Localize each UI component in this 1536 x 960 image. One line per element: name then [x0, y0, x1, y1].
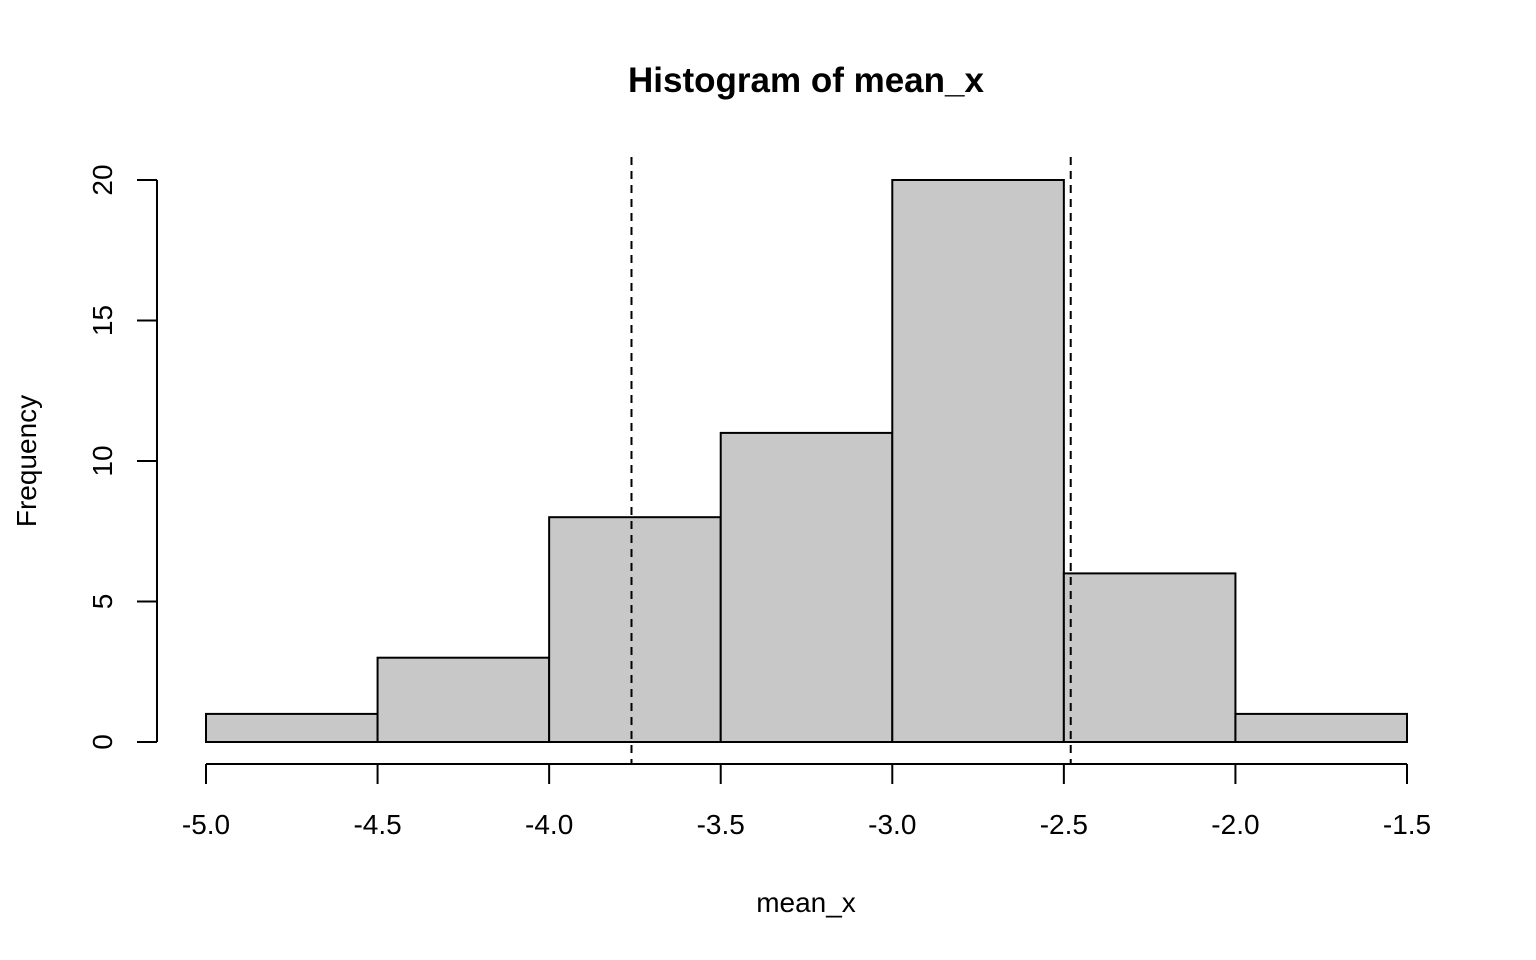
histogram-bar-2 — [548, 516, 722, 744]
y-axis: 0 5 10 15 20 — [87, 164, 158, 750]
x-tick-label-6: -2.0 — [1211, 809, 1259, 840]
x-axis-label: mean_x — [756, 887, 856, 918]
y-tick-label-3: 15 — [87, 305, 118, 336]
x-tick-label-0: -5.0 — [182, 809, 230, 840]
x-tick-label-4: -3.0 — [868, 809, 916, 840]
histogram-bar-1 — [376, 656, 551, 744]
y-tick-label-0: 0 — [87, 734, 118, 750]
histogram-bar-4 — [891, 179, 1065, 743]
y-tick-label-2: 10 — [87, 445, 118, 476]
histogram-bar-6 — [1234, 712, 1409, 744]
x-tick-label-1: -4.5 — [353, 809, 401, 840]
histogram-bar-0 — [205, 712, 379, 744]
x-tick-label-2: -4.0 — [525, 809, 573, 840]
reference-lines-layer — [630, 157, 1072, 764]
x-tick-label-3: -3.5 — [697, 809, 745, 840]
x-tick-label-7: -1.5 — [1383, 809, 1431, 840]
y-tick-label-1: 5 — [87, 594, 118, 610]
y-axis-label: Frequency — [11, 395, 42, 527]
chart-title: Histogram of mean_x — [628, 61, 984, 100]
histogram-bar-5 — [1062, 572, 1237, 744]
x-tick-label-5: -2.5 — [1040, 809, 1088, 840]
x-axis: -5.0 -4.5 -4.0 -3.5 -3.0 -2.5 -2.0 -1.5 — [182, 763, 1431, 840]
histogram-bar-3 — [719, 431, 894, 743]
bars-layer — [205, 179, 1409, 744]
y-tick-label-4: 20 — [87, 164, 118, 195]
